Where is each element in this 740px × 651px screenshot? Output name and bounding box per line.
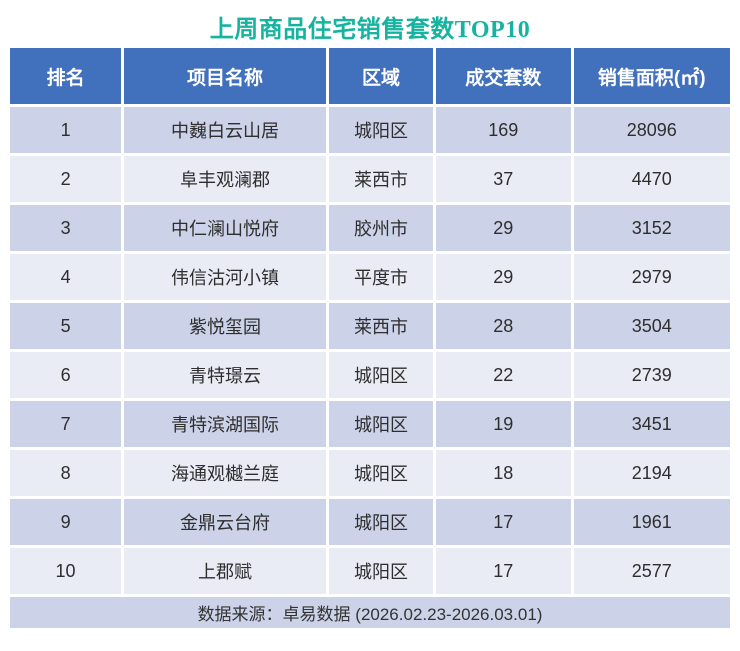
cell-rank: 10 xyxy=(10,548,122,594)
data-source-note: 数据来源：卓易数据 (2026.02.23-2026.03.01) xyxy=(10,597,730,628)
cell-sales_area: 3152 xyxy=(573,205,730,251)
cell-units_sold: 37 xyxy=(435,156,571,202)
cell-units_sold: 17 xyxy=(435,499,571,545)
table-row: 10 上郡赋 城阳区 17 2577 xyxy=(10,548,730,594)
cell-district: 城阳区 xyxy=(328,401,433,447)
table-row: 2 阜丰观澜郡 莱西市 37 4470 xyxy=(10,156,730,202)
cell-project: 中仁澜山悦府 xyxy=(124,205,326,251)
cell-units_sold: 28 xyxy=(435,303,571,349)
cell-sales_area: 1961 xyxy=(573,499,730,545)
cell-units_sold: 169 xyxy=(435,107,571,153)
cell-project: 上郡赋 xyxy=(124,548,326,594)
cell-project: 伟信沽河小镇 xyxy=(124,254,326,300)
cell-district: 城阳区 xyxy=(328,499,433,545)
cell-rank: 2 xyxy=(10,156,122,202)
cell-units_sold: 29 xyxy=(435,205,571,251)
table-row: 6 青特璟云 城阳区 22 2739 xyxy=(10,352,730,398)
column-header-sales_area: 销售面积(㎡) xyxy=(573,48,730,104)
cell-sales_area: 2979 xyxy=(573,254,730,300)
cell-rank: 4 xyxy=(10,254,122,300)
cell-units_sold: 17 xyxy=(435,548,571,594)
column-header-project: 项目名称 xyxy=(124,48,326,104)
cell-sales_area: 4470 xyxy=(573,156,730,202)
cell-project: 紫悦玺园 xyxy=(124,303,326,349)
cell-project: 金鼎云台府 xyxy=(124,499,326,545)
cell-rank: 6 xyxy=(10,352,122,398)
table-header-row: 排名 项目名称 区域 成交套数 销售面积(㎡) xyxy=(10,48,730,104)
column-header-units_sold: 成交套数 xyxy=(435,48,571,104)
cell-units_sold: 18 xyxy=(435,450,571,496)
cell-rank: 7 xyxy=(10,401,122,447)
cell-sales_area: 3451 xyxy=(573,401,730,447)
sales-table: 排名 项目名称 区域 成交套数 销售面积(㎡) 1 中巍白云山居 城阳区 169 28096 2 阜… xyxy=(7,45,733,631)
cell-units_sold: 19 xyxy=(435,401,571,447)
cell-project: 阜丰观澜郡 xyxy=(124,156,326,202)
cell-district: 莱西市 xyxy=(328,156,433,202)
column-header-district: 区域 xyxy=(328,48,433,104)
table-row: 1 中巍白云山居 城阳区 169 28096 xyxy=(10,107,730,153)
table-row: 7 青特滨湖国际 城阳区 19 3451 xyxy=(10,401,730,447)
cell-rank: 1 xyxy=(10,107,122,153)
cell-sales_area: 2739 xyxy=(573,352,730,398)
column-header-rank: 排名 xyxy=(10,48,122,104)
table-row: 9 金鼎云台府 城阳区 17 1961 xyxy=(10,499,730,545)
cell-district: 胶州市 xyxy=(328,205,433,251)
cell-sales_area: 3504 xyxy=(573,303,730,349)
table-row: 8 海通观樾兰庭 城阳区 18 2194 xyxy=(10,450,730,496)
cell-rank: 5 xyxy=(10,303,122,349)
cell-project: 青特滨湖国际 xyxy=(124,401,326,447)
table-body: 1 中巍白云山居 城阳区 169 28096 2 阜丰观澜郡 莱西市 37 4470 3 中仁澜山悦府… xyxy=(10,107,730,594)
cell-units_sold: 22 xyxy=(435,352,571,398)
page-title: 上周商品住宅销售套数TOP10 xyxy=(209,17,531,43)
table-footer-row: 数据来源：卓易数据 (2026.02.23-2026.03.01) xyxy=(10,597,730,628)
cell-sales_area: 2194 xyxy=(573,450,730,496)
cell-district: 莱西市 xyxy=(328,303,433,349)
cell-units_sold: 29 xyxy=(435,254,571,300)
cell-district: 城阳区 xyxy=(328,450,433,496)
cell-sales_area: 28096 xyxy=(573,107,730,153)
cell-project: 海通观樾兰庭 xyxy=(124,450,326,496)
cell-district: 城阳区 xyxy=(328,548,433,594)
cell-rank: 3 xyxy=(10,205,122,251)
table-row: 4 伟信沽河小镇 平度市 29 2979 xyxy=(10,254,730,300)
table-row: 3 中仁澜山悦府 胶州市 29 3152 xyxy=(10,205,730,251)
cell-rank: 8 xyxy=(10,450,122,496)
cell-district: 城阳区 xyxy=(328,352,433,398)
cell-project: 青特璟云 xyxy=(124,352,326,398)
cell-rank: 9 xyxy=(10,499,122,545)
cell-district: 平度市 xyxy=(328,254,433,300)
cell-district: 城阳区 xyxy=(328,107,433,153)
table-row: 5 紫悦玺园 莱西市 28 3504 xyxy=(10,303,730,349)
cell-sales_area: 2577 xyxy=(573,548,730,594)
cell-project: 中巍白云山居 xyxy=(124,107,326,153)
